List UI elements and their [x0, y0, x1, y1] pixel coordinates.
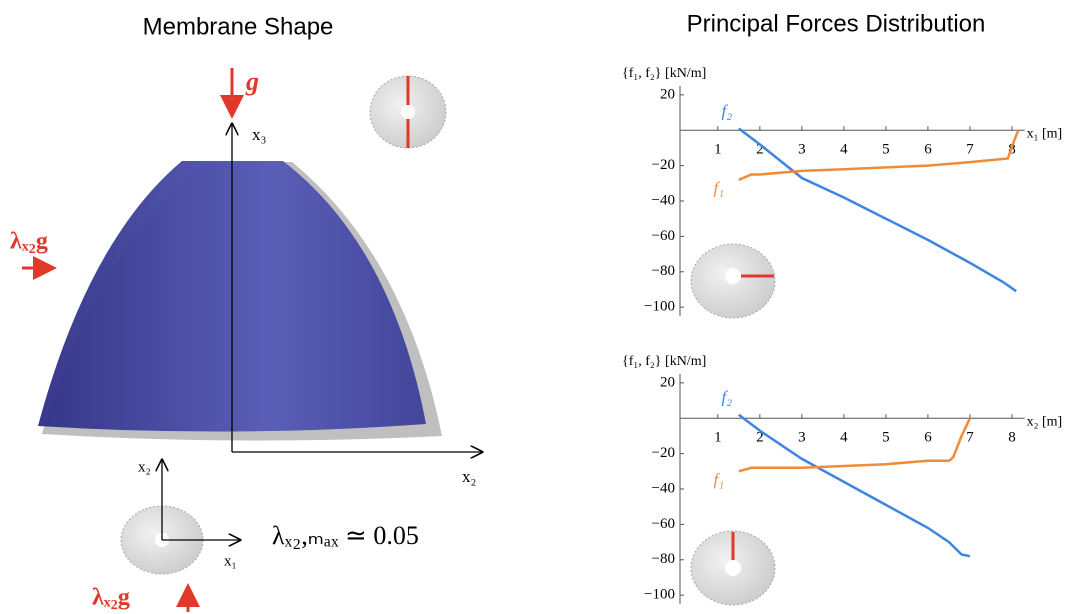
y-tick-label: −60	[652, 516, 675, 532]
x-tick-label: 4	[840, 430, 848, 446]
x-tick-label: 4	[840, 142, 848, 158]
x-tick-label: 8	[1008, 430, 1016, 446]
series-label: f₁	[714, 470, 725, 489]
series-label: f₂	[722, 101, 733, 120]
series-line	[739, 418, 970, 471]
y-tick-label: −60	[652, 228, 675, 244]
y-tick-label: −20	[652, 157, 675, 173]
y-tick-label: −20	[652, 445, 675, 461]
x-tick-label: 5	[882, 142, 890, 158]
x-tick-label: 3	[798, 142, 806, 158]
diagram-title: Membrane Shape	[143, 13, 334, 40]
x-axis-label: x₁ [m]	[1027, 126, 1063, 141]
x-tick-label: 7	[966, 430, 974, 446]
axis-label: x₁	[224, 553, 237, 569]
y-axis-label: {f₁, f₂} [kN/m]	[622, 66, 706, 81]
axis-label: x₂	[462, 467, 476, 486]
figure: Membrane Shape x₃ x₂ g λₓ₂g x₂ x₁ λₓ₂g λ…	[0, 0, 1078, 614]
y-tick-label: −80	[652, 263, 675, 279]
panel-title: Principal Forces Distribution	[687, 10, 986, 37]
side-load-label: λₓ₂g	[10, 229, 48, 255]
y-tick-label: −80	[652, 551, 675, 567]
y-tick-label: 20	[660, 86, 675, 102]
axis-label: x₃	[252, 125, 267, 144]
series-line	[739, 129, 1016, 292]
x-tick-label: 6	[924, 430, 932, 446]
load-label: g	[245, 67, 259, 96]
series-line	[739, 415, 970, 557]
bottom-load-label: λₓ₂g	[92, 585, 130, 611]
x-tick-label: 1	[714, 430, 722, 446]
x-axis-label: x₂ [m]	[1027, 414, 1063, 429]
y-tick-label: −100	[644, 299, 675, 315]
y-tick-label: −100	[644, 587, 675, 603]
x-tick-label: 5	[882, 430, 890, 446]
disk-hole	[725, 560, 741, 576]
axis-label: x₂	[138, 459, 151, 475]
y-tick-label: −40	[652, 192, 675, 208]
y-axis-label: {f₁, f₂} [kN/m]	[622, 354, 706, 369]
x-tick-label: 6	[924, 142, 932, 158]
series-label: f₂	[722, 388, 733, 407]
x-tick-label: 3	[798, 430, 806, 446]
y-tick-label: −40	[652, 480, 675, 496]
series-line	[739, 130, 1019, 180]
series-label: f₁	[714, 179, 725, 198]
disk-hole	[725, 268, 741, 284]
result-label: λₓ₂,ₘₐₓ ≃ 0.05	[272, 521, 419, 550]
y-tick-label: 20	[660, 374, 675, 390]
x-tick-label: 1	[714, 142, 722, 158]
disk-hole	[401, 105, 415, 119]
x-tick-label: 7	[966, 142, 974, 158]
